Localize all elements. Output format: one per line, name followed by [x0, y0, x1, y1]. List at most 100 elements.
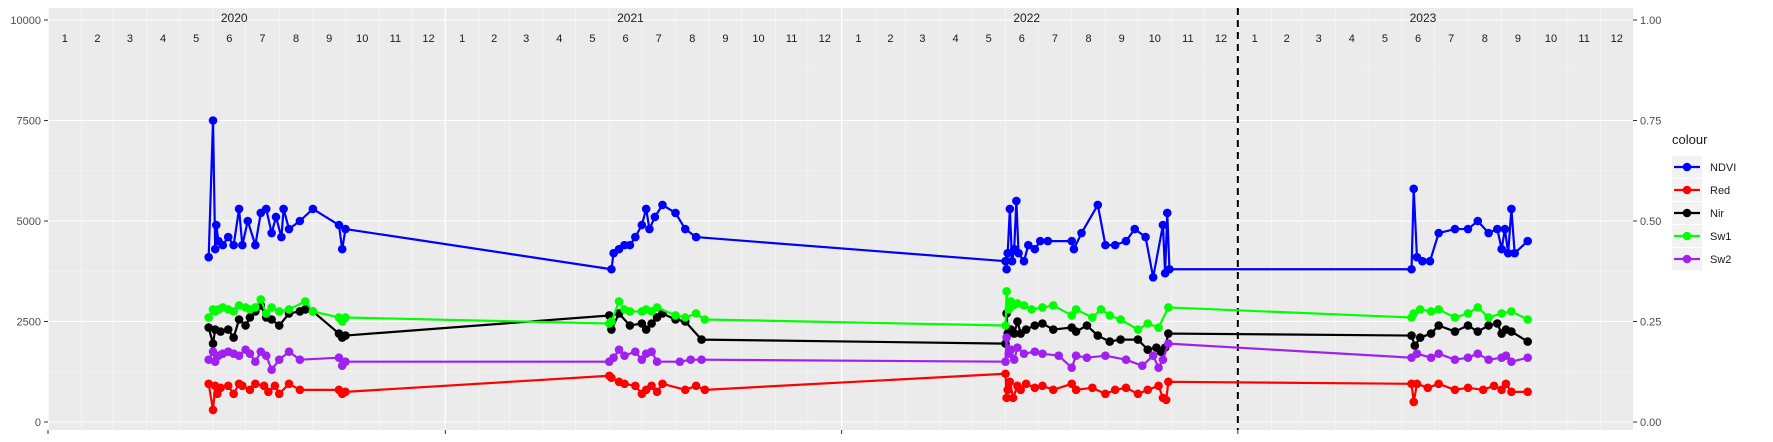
month-label: 5: [986, 33, 992, 45]
legend: colour NDVI Red Nir Sw1 Sw2: [1672, 132, 1736, 270]
month-label: 10: [1149, 33, 1161, 45]
ndvi-point: [607, 264, 616, 274]
y-right-tick-label: 0.00: [1640, 417, 1661, 429]
sw2-point: [1507, 357, 1516, 367]
ndvi-point: [1077, 228, 1086, 238]
month-label: 8: [1482, 33, 1488, 45]
y-right-tick-label: 1.00: [1640, 15, 1661, 27]
nir-point: [245, 313, 255, 322]
month-label: 9: [1515, 33, 1521, 45]
y-left-tick-label: 2500: [17, 317, 41, 329]
red-point: [1423, 383, 1433, 393]
month-label: 2: [1284, 33, 1290, 45]
legend-label: Red: [1710, 185, 1730, 197]
red-point: [1048, 385, 1058, 395]
month-label: 8: [293, 33, 299, 45]
ndvi-point: [1069, 244, 1079, 254]
nir-point: [625, 321, 635, 330]
year-label: 2023: [1410, 11, 1437, 25]
red-point: [1038, 381, 1047, 391]
month-label: 6: [226, 33, 232, 45]
sw2-point: [1030, 347, 1040, 356]
red-point: [1021, 379, 1031, 389]
sw1-point: [1507, 307, 1516, 316]
month-label: 5: [589, 33, 595, 45]
month-label: 11: [1182, 33, 1193, 45]
ndvi-point: [625, 240, 635, 250]
ndvi-point: [1012, 196, 1021, 206]
sw2-point: [1038, 349, 1047, 358]
sw2-point: [686, 355, 695, 364]
ndvi-point: [1158, 220, 1168, 230]
red-point: [1489, 381, 1499, 391]
sw2-point: [1164, 339, 1173, 348]
red-point: [700, 385, 710, 395]
sw1-point: [680, 313, 690, 322]
ndvi-point: [1121, 236, 1131, 246]
month-label: 4: [556, 33, 562, 45]
sw1-point: [1013, 299, 1022, 308]
ndvi-point: [1407, 264, 1416, 274]
ndvi-point: [1001, 256, 1010, 266]
ndvi-point: [1450, 224, 1460, 234]
sw1-point: [1434, 305, 1443, 314]
sw1-point: [229, 307, 238, 316]
red-point: [1030, 383, 1040, 393]
sw1-point: [1105, 311, 1115, 320]
sw1-point: [256, 295, 266, 304]
month-label: 4: [1349, 33, 1355, 45]
sw1-point: [691, 309, 701, 318]
legend-item-red: Red: [1672, 179, 1730, 201]
month-label: 2: [491, 33, 497, 45]
sw1-point: [1463, 309, 1473, 318]
red-point: [1501, 379, 1511, 389]
ndvi-point: [1418, 256, 1427, 266]
series-sw2: [204, 333, 1532, 375]
red-point: [204, 379, 213, 389]
sw1-point: [300, 297, 310, 306]
month-label: 12: [1611, 33, 1623, 45]
ndvi-point: [1067, 236, 1077, 246]
sw2-point: [245, 349, 255, 358]
red-point: [1005, 377, 1015, 387]
legend-key-point: [1682, 185, 1692, 195]
sw2-point: [647, 347, 656, 356]
legend-title: colour: [1672, 132, 1708, 147]
sw2-point: [1412, 349, 1422, 358]
month-label: 6: [622, 33, 628, 45]
sw1-point: [234, 301, 244, 310]
nir-point: [1484, 321, 1493, 330]
nir-point: [234, 315, 244, 324]
red-point: [208, 405, 218, 415]
nir-point: [229, 333, 238, 342]
sw2-point: [334, 353, 344, 362]
y-right-tick-label: 0.75: [1640, 116, 1661, 128]
sw1-point: [1426, 307, 1436, 316]
ndvi-point: [1043, 236, 1053, 246]
red-point: [1110, 385, 1120, 395]
month-label: 4: [953, 33, 959, 45]
sw2-point: [274, 355, 284, 364]
legend-key-point: [1682, 231, 1692, 241]
sw1-point: [1164, 303, 1173, 312]
sw2-point: [234, 351, 244, 360]
sw1-point: [1027, 305, 1036, 314]
sw2-point: [1009, 355, 1019, 364]
sw2-point: [1138, 361, 1147, 371]
ndvi-point: [1162, 208, 1172, 218]
ndvi-point: [631, 232, 640, 242]
y-left-tick-label: 7500: [17, 116, 41, 128]
sw2-point: [1426, 353, 1436, 362]
sw1-point: [671, 311, 680, 320]
month-label: 3: [1316, 33, 1322, 45]
red-point: [1412, 379, 1422, 389]
nir-point: [1133, 335, 1143, 344]
ndvi-point: [1035, 236, 1045, 246]
y-right-tick-label: 0.25: [1640, 317, 1661, 329]
nir-point: [1009, 329, 1019, 338]
ndvi-point: [1130, 224, 1140, 234]
red-point: [1164, 377, 1173, 387]
sw2-point: [1001, 357, 1010, 367]
ndvi-point: [1007, 256, 1017, 266]
